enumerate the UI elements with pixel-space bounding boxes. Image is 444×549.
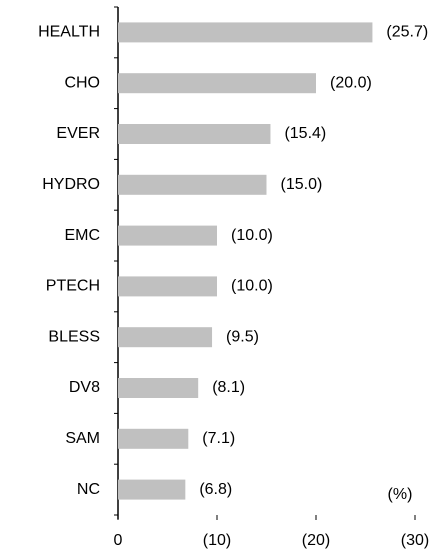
y-tick-label: DV8 — [69, 379, 100, 396]
bar — [118, 327, 213, 348]
value-label: (6.8) — [199, 481, 232, 498]
y-tick-label: CHO — [64, 74, 100, 91]
y-tick-label: HYDRO — [42, 176, 100, 193]
bar — [118, 378, 199, 398]
bar — [118, 479, 186, 500]
bar — [118, 174, 267, 195]
bar — [118, 428, 189, 449]
x-tick-label: (20) — [302, 532, 330, 549]
bar — [118, 276, 217, 297]
unit-annotation: (%) — [388, 486, 413, 503]
value-label: (10.0) — [231, 278, 273, 295]
x-tick-label: 0 — [114, 532, 123, 549]
y-tick-label: NC — [77, 481, 100, 498]
x-tick-label: (10) — [203, 532, 231, 549]
y-tick-label: EMC — [64, 227, 100, 244]
value-label: (10.0) — [231, 227, 273, 244]
value-label: (7.1) — [202, 430, 235, 447]
y-tick-label: BLESS — [48, 328, 100, 345]
bar — [118, 124, 271, 144]
bar — [118, 73, 316, 94]
value-label: (9.5) — [226, 328, 259, 345]
value-label: (15.4) — [284, 125, 326, 142]
bar — [118, 225, 217, 246]
y-tick-label: SAM — [65, 430, 100, 447]
value-label: (15.0) — [281, 176, 323, 193]
value-label: (8.1) — [212, 379, 245, 396]
y-tick-label: EVER — [56, 125, 100, 142]
value-label: (20.0) — [330, 74, 372, 91]
y-tick-label: HEALTH — [38, 24, 100, 41]
x-tick-label: (30) — [401, 532, 429, 549]
bar — [118, 22, 373, 43]
value-label: (25.7) — [386, 24, 428, 41]
y-tick-label: PTECH — [46, 278, 100, 295]
